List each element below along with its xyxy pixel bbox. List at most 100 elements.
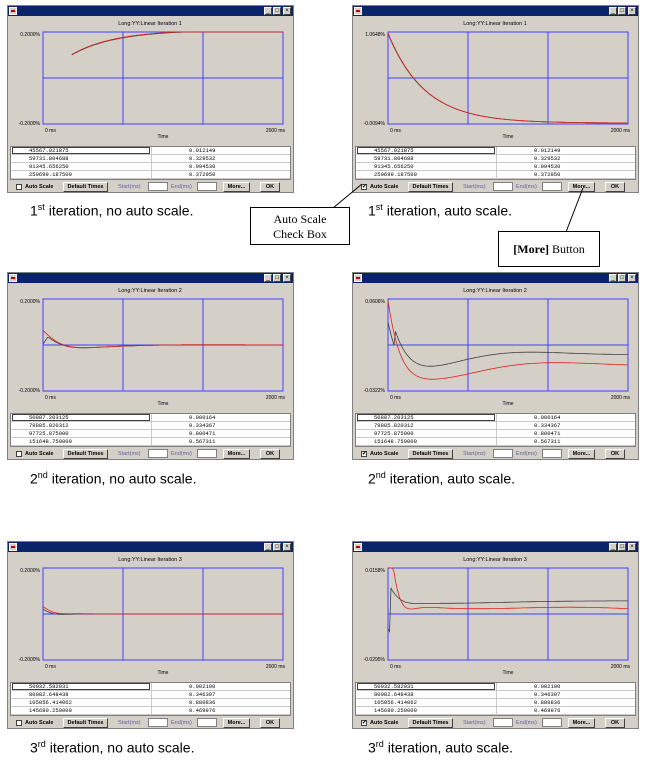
start-input[interactable] xyxy=(493,718,513,727)
start-input[interactable] xyxy=(148,182,168,191)
close-icon[interactable]: × xyxy=(283,543,291,551)
default-times-button[interactable]: Default Times xyxy=(63,449,108,459)
more-button[interactable]: More... xyxy=(223,449,250,459)
close-icon[interactable]: × xyxy=(628,543,636,551)
default-times-button[interactable]: Default Times xyxy=(408,182,453,192)
window-title-bar[interactable]: _ □ × xyxy=(353,542,638,552)
more-button[interactable]: More... xyxy=(223,718,250,728)
table-row[interactable]: 91345.656250 0.994530 xyxy=(356,163,635,171)
ok-button[interactable]: OK xyxy=(605,718,625,728)
minimize-icon[interactable]: _ xyxy=(264,543,272,551)
more-button[interactable]: More... xyxy=(568,449,595,459)
end-input[interactable] xyxy=(197,718,217,727)
table-cell-time: 79885.820312 xyxy=(374,422,414,429)
table-row[interactable]: 105056.414062 0.880836 xyxy=(356,699,635,707)
table-row[interactable]: 79885.820312 0.334367 xyxy=(11,422,290,430)
column-divider xyxy=(496,691,497,699)
table-row[interactable]: 80082.648438 0.346397 xyxy=(11,691,290,699)
auto-scale-checkbox[interactable] xyxy=(16,720,22,726)
table-row[interactable]: 250699.187500 0.372950 xyxy=(356,171,635,179)
close-icon[interactable]: × xyxy=(628,274,636,282)
table-row[interactable]: 50887.203125 0.000164 xyxy=(356,414,635,422)
more-button[interactable]: More... xyxy=(568,718,595,728)
table-cell-value: 0.334367 xyxy=(189,422,216,429)
default-times-button[interactable]: Default Times xyxy=(63,718,108,728)
more-button-callout-rest: Button xyxy=(549,242,585,256)
end-input[interactable] xyxy=(542,182,562,191)
more-button-callout-bold: [More] xyxy=(513,242,550,256)
table-row[interactable]: 97725.875000 0.800471 xyxy=(11,430,290,438)
table-row[interactable]: 80082.648438 0.346397 xyxy=(356,691,635,699)
more-button[interactable]: More... xyxy=(223,182,250,192)
end-input[interactable] xyxy=(197,449,217,458)
start-input[interactable] xyxy=(493,449,513,458)
table-row[interactable]: 50032.582031 0.002190 xyxy=(356,683,635,691)
default-times-button[interactable]: Default Times xyxy=(408,449,453,459)
table-row[interactable]: 59731.804688 0.329532 xyxy=(356,155,635,163)
auto-scale-checkbox[interactable]: ✔ xyxy=(361,184,368,190)
auto-scale-checkbox[interactable] xyxy=(16,184,22,190)
ok-button[interactable]: OK xyxy=(260,449,280,459)
control-bar: ✔ Auto Scale Default Times Start(ms) End… xyxy=(353,180,638,193)
table-row[interactable]: 79885.820312 0.334367 xyxy=(356,422,635,430)
window-title-bar[interactable]: _ □ × xyxy=(8,6,293,16)
ok-button[interactable]: OK xyxy=(605,449,625,459)
window-title: Long:YY:Linear Iteration 2 xyxy=(463,288,527,294)
table-row[interactable]: 145680.250000 0.469976 xyxy=(356,707,635,715)
close-icon[interactable]: × xyxy=(628,7,636,15)
table-row[interactable]: 91345.656250 0.994530 xyxy=(11,163,290,171)
close-icon[interactable]: × xyxy=(283,7,291,15)
table-row[interactable]: 45567.921875 0.012149 xyxy=(11,147,290,155)
maximize-icon[interactable]: □ xyxy=(618,543,626,551)
auto-scale-checkbox[interactable]: ✔ xyxy=(361,720,368,726)
ok-button[interactable]: OK xyxy=(260,718,280,728)
graph-window-iteration-1-no-autoscale: _ □ × Long:YY:Linear Iteration 1 0.2000% -… xyxy=(7,5,294,193)
window-title-bar[interactable]: _ □ × xyxy=(8,273,293,283)
table-row[interactable]: 50032.582031 0.002190 xyxy=(11,683,290,691)
end-input[interactable] xyxy=(542,718,562,727)
minimize-icon[interactable]: _ xyxy=(609,7,617,15)
minimize-icon[interactable]: _ xyxy=(264,7,272,15)
table-row[interactable]: 145680.250000 0.469976 xyxy=(11,707,290,715)
column-divider xyxy=(151,163,152,171)
start-input[interactable] xyxy=(493,182,513,191)
ok-button[interactable]: OK xyxy=(605,182,625,192)
y-axis-bottom-label: -0.2000% xyxy=(19,388,41,394)
table-row[interactable]: 97725.875000 0.800471 xyxy=(356,430,635,438)
minimize-icon[interactable]: _ xyxy=(609,274,617,282)
window-title: Long:YY:Linear Iteration 3 xyxy=(463,557,527,563)
end-input[interactable] xyxy=(197,182,217,191)
window-title-bar[interactable]: _ □ × xyxy=(353,6,638,16)
x-axis-end-label: 2000 ms xyxy=(611,664,631,670)
end-input[interactable] xyxy=(542,449,562,458)
start-label: Start(ms) xyxy=(118,720,141,726)
maximize-icon[interactable]: □ xyxy=(273,543,281,551)
auto-scale-checkbox[interactable] xyxy=(16,451,22,457)
table-row[interactable]: 59731.804688 0.329532 xyxy=(11,155,290,163)
auto-scale-callout-line1: Auto Scale xyxy=(273,212,327,226)
minimize-icon[interactable]: _ xyxy=(264,274,272,282)
ok-button[interactable]: OK xyxy=(260,182,280,192)
start-input[interactable] xyxy=(148,718,168,727)
maximize-icon[interactable]: □ xyxy=(273,7,281,15)
window-title-bar[interactable]: _ □ × xyxy=(353,273,638,283)
table-row[interactable]: 50887.203125 0.000164 xyxy=(11,414,290,422)
maximize-icon[interactable]: □ xyxy=(618,7,626,15)
maximize-icon[interactable]: □ xyxy=(273,274,281,282)
default-times-button[interactable]: Default Times xyxy=(63,182,108,192)
table-row[interactable]: 250699.187500 0.372950 xyxy=(11,171,290,179)
table-row[interactable]: 151648.750000 0.567311 xyxy=(11,438,290,446)
window-title-bar[interactable]: _ □ × xyxy=(8,542,293,552)
more-button[interactable]: More... xyxy=(568,182,595,192)
table-row[interactable]: 45567.921875 0.012149 xyxy=(356,147,635,155)
minimize-icon[interactable]: _ xyxy=(609,543,617,551)
fitted-series-line xyxy=(71,31,283,55)
auto-scale-checkbox[interactable]: ✔ xyxy=(361,451,368,457)
table-cell-value: 0.002190 xyxy=(189,683,216,690)
table-row[interactable]: 151648.750000 0.567311 xyxy=(356,438,635,446)
close-icon[interactable]: × xyxy=(283,274,291,282)
start-input[interactable] xyxy=(148,449,168,458)
maximize-icon[interactable]: □ xyxy=(618,274,626,282)
table-row[interactable]: 105056.414062 0.880836 xyxy=(11,699,290,707)
default-times-button[interactable]: Default Times xyxy=(408,718,453,728)
